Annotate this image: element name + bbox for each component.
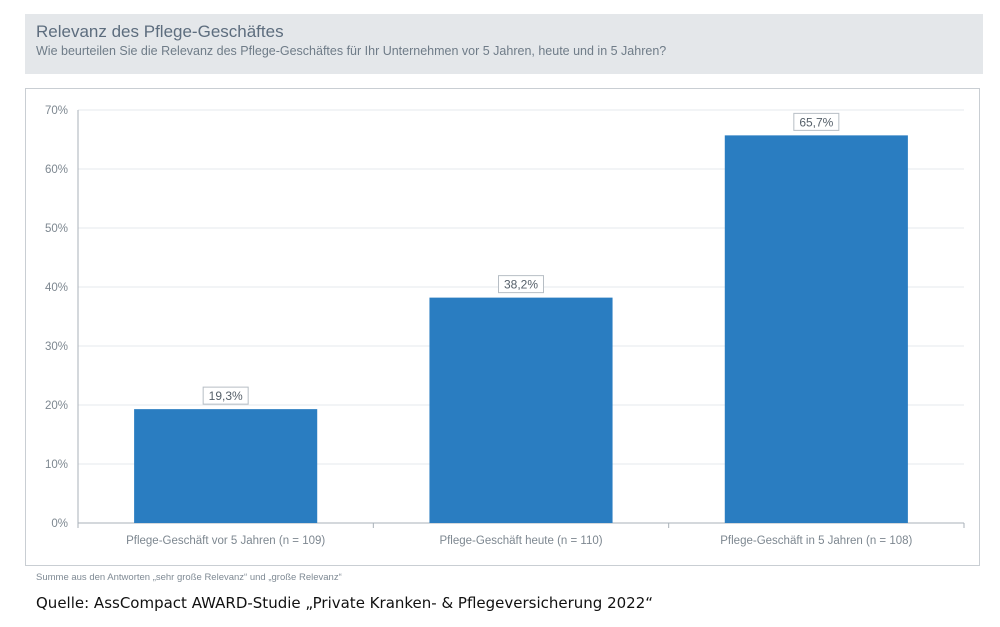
y-tick-label: 0%: [51, 518, 68, 530]
x-tick-label: Pflege-Geschäft heute (n = 110): [439, 535, 602, 547]
y-tick-label: 30%: [45, 341, 68, 353]
y-tick-label: 10%: [45, 459, 68, 471]
footnote: Summe aus den Antworten „sehr große Rele…: [36, 572, 342, 583]
y-tick-label: 50%: [45, 223, 68, 235]
y-tick-label: 40%: [45, 282, 68, 294]
data-label: 19,3%: [209, 389, 243, 403]
chart-subtitle: Wie beurteilen Sie die Relevanz des Pfle…: [36, 44, 667, 58]
data-label-box: [498, 275, 544, 294]
data-label: 38,2%: [504, 278, 538, 292]
bar: [724, 135, 908, 523]
data-label: 65,7%: [799, 115, 833, 129]
bar: [134, 409, 318, 523]
y-tick-label: 20%: [45, 400, 68, 412]
y-tick-label: 60%: [45, 164, 68, 176]
chart-title: Relevanz des Pflege-Geschäftes: [36, 22, 284, 41]
y-tick-label: 70%: [45, 105, 68, 117]
bar: [429, 297, 613, 523]
chart-frame: 0% 10% 20% 30% 40% 50% 60% 70% 19,3% Pflege-Gesch…: [25, 88, 980, 566]
source-note: Quelle: AssCompact AWARD-Studie „Private…: [36, 594, 654, 612]
chart-header: Relevanz des Pflege-Geschäftes Wie beurt…: [25, 14, 983, 74]
bar-chart: 0% 10% 20% 30% 40% 50% 60% 70% 19,3% Pflege-Gesch…: [45, 105, 965, 547]
data-label-box: [202, 386, 249, 405]
data-label-box: [793, 112, 840, 131]
x-tick-label: Pflege-Geschäft vor 5 Jahren (n = 109): [126, 535, 325, 547]
x-tick-label: Pflege-Geschäft in 5 Jahren (n = 108): [720, 535, 912, 547]
